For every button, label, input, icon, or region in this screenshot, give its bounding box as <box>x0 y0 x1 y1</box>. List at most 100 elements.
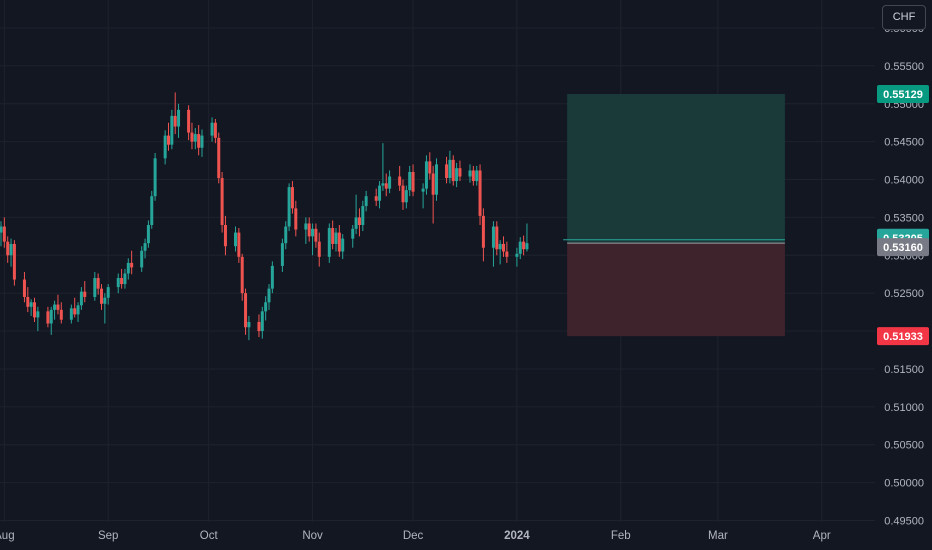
candle <box>73 297 77 318</box>
candle-body <box>411 171 415 192</box>
candle-body <box>314 228 318 242</box>
candle <box>49 306 53 335</box>
candle-body <box>270 265 274 289</box>
time-tick-label: Sep <box>98 530 118 542</box>
candle-body <box>210 122 214 136</box>
candle <box>361 200 365 232</box>
candle <box>424 155 428 195</box>
time-tick-label: Mar <box>708 530 728 542</box>
candle-body <box>331 228 335 244</box>
candle <box>471 165 475 186</box>
profit-zone[interactable] <box>567 94 785 244</box>
candle <box>103 293 107 324</box>
candle <box>458 160 462 182</box>
candle-body <box>123 273 127 285</box>
candle-body <box>106 287 110 298</box>
candle-body <box>334 232 338 244</box>
candle-body <box>307 223 311 237</box>
candle <box>2 217 6 248</box>
candle <box>167 122 170 151</box>
candle-body <box>404 190 408 203</box>
candle-body <box>56 304 60 310</box>
candle-body <box>9 243 13 256</box>
candle <box>381 143 385 191</box>
candle <box>270 261 274 294</box>
candle-body <box>374 196 378 201</box>
candle-body <box>177 109 181 127</box>
candle-body <box>304 223 308 230</box>
currency-badge[interactable]: CHF <box>882 5 926 30</box>
candle <box>304 217 308 244</box>
candle-body <box>280 243 284 266</box>
candle-body <box>126 262 130 274</box>
candle <box>223 215 227 256</box>
candle-body <box>491 226 495 248</box>
position-zones[interactable] <box>567 94 785 337</box>
candle <box>411 164 415 197</box>
candle-body <box>6 241 10 256</box>
candle-body <box>354 217 358 229</box>
time-tick-label: Aug <box>0 530 15 542</box>
price-tag: 0.53160 <box>877 238 929 257</box>
candle-body <box>29 302 33 307</box>
price-tick-label: 0.52500 <box>884 288 924 300</box>
price-tag: 0.55129 <box>877 85 929 104</box>
candle <box>22 271 26 303</box>
candle <box>193 128 197 150</box>
candle-body <box>76 305 80 315</box>
candle-body <box>257 321 261 332</box>
candle-body <box>341 238 345 252</box>
candle <box>106 284 110 305</box>
candle <box>455 162 459 188</box>
candle-body <box>435 164 438 195</box>
time-axis[interactable]: Aug Sep Oct Nov Dec 2024 Feb Mar Apr <box>0 530 831 542</box>
candle <box>280 238 284 272</box>
candle-body <box>428 161 432 174</box>
candle-body <box>495 226 499 250</box>
candle <box>475 165 479 186</box>
price-tick-label: 0.51500 <box>884 364 924 376</box>
candle <box>213 118 217 144</box>
candle-body <box>378 185 382 201</box>
candle-body <box>240 256 244 294</box>
time-tick-label: 2024 <box>504 530 530 542</box>
candle <box>290 181 294 214</box>
candle-body <box>103 297 107 304</box>
candle <box>431 165 435 224</box>
candle <box>237 228 241 263</box>
candle-body <box>388 176 392 189</box>
candle <box>445 156 449 184</box>
candle-body <box>153 158 157 197</box>
candle <box>518 237 522 260</box>
candle <box>59 302 63 324</box>
candle-body <box>93 278 97 297</box>
loss-zone[interactable] <box>567 243 785 337</box>
candle-body <box>522 241 526 250</box>
candle-body <box>327 228 331 257</box>
candle-body <box>518 241 522 254</box>
candle-body <box>525 243 529 250</box>
candle <box>287 183 291 232</box>
candle <box>364 190 368 212</box>
candle <box>163 130 167 165</box>
candle <box>401 179 405 210</box>
candle <box>153 153 157 201</box>
price-tick-label: 0.51000 <box>884 402 924 414</box>
candle <box>190 122 194 150</box>
candle <box>267 284 271 310</box>
candle-body <box>458 168 462 177</box>
candle <box>130 250 134 275</box>
candle <box>505 241 509 263</box>
candle-body <box>33 302 36 318</box>
candle-body <box>120 278 124 285</box>
candle-body <box>223 225 227 247</box>
candle <box>116 273 120 294</box>
price-tick-label: 0.54000 <box>884 175 924 187</box>
price-tag-label: 0.55129 <box>883 89 923 101</box>
candle-body <box>26 296 30 307</box>
candle <box>317 232 321 267</box>
candle <box>140 246 144 272</box>
